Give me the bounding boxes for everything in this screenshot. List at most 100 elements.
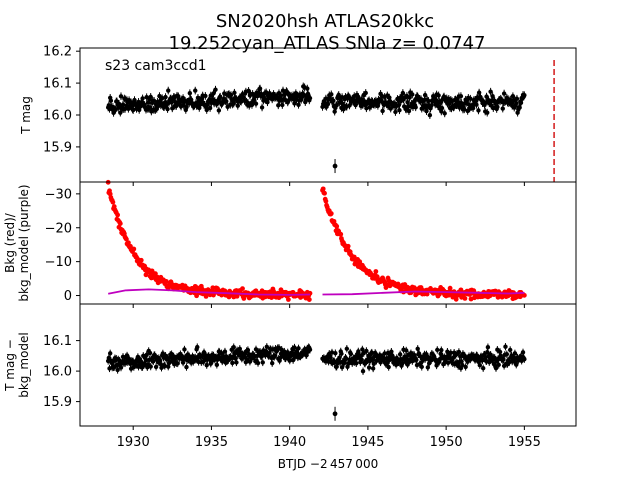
data-point xyxy=(305,86,310,91)
data-point xyxy=(514,96,520,101)
data-point xyxy=(359,357,364,363)
y-tick-label: 0 xyxy=(64,289,72,304)
data-point xyxy=(187,90,193,96)
data-point xyxy=(144,352,149,358)
panel-bottom: 15.9 16.0 16.1 T mag − bkg_model 1930 1935 1940… xyxy=(3,303,577,450)
data-point xyxy=(165,355,170,361)
data-point xyxy=(180,360,186,365)
bkg-point xyxy=(320,186,326,192)
data-point xyxy=(166,88,171,93)
data-point xyxy=(386,364,391,370)
data-point xyxy=(230,360,235,366)
data-point xyxy=(270,360,275,366)
data-point xyxy=(463,364,468,370)
data-point xyxy=(476,108,481,113)
data-point xyxy=(493,365,499,371)
data-point xyxy=(287,358,292,363)
data-point xyxy=(204,362,209,368)
data-point xyxy=(163,94,168,100)
bkg-point xyxy=(334,223,340,229)
data-point xyxy=(385,350,391,356)
data-point xyxy=(238,99,244,104)
data-point xyxy=(503,344,508,349)
data-point xyxy=(343,356,349,361)
bkg-point xyxy=(322,190,327,196)
x-axis-label: BTJD −2 457 000 xyxy=(278,457,378,471)
panel-frame xyxy=(79,303,577,427)
y-tick-label: 16.1 xyxy=(43,334,72,349)
bkg-point xyxy=(241,296,247,301)
data-point xyxy=(219,351,224,356)
data-point xyxy=(216,108,222,113)
data-point xyxy=(195,344,200,350)
data-point xyxy=(438,100,443,105)
x-tick-label: 1940 xyxy=(273,435,306,450)
data-point xyxy=(232,90,237,95)
data-point xyxy=(497,349,503,355)
data-point xyxy=(396,102,402,108)
y-axis-label: bkg_model (purple) xyxy=(17,184,31,301)
annotation-sector: s23 cam3ccd1 xyxy=(105,58,207,74)
bkg-point xyxy=(240,286,245,292)
y-tick-label: 16.0 xyxy=(43,109,72,124)
bkg-point xyxy=(110,199,116,205)
data-point xyxy=(260,360,265,365)
y-tick-label: 15.9 xyxy=(43,395,72,410)
data-point xyxy=(264,344,270,350)
x-tick-label: 1950 xyxy=(430,435,463,450)
y-tick-label: 16.0 xyxy=(43,365,72,380)
data-point xyxy=(504,352,510,357)
data-point xyxy=(495,104,500,110)
data-point xyxy=(366,365,372,370)
bkg-point xyxy=(194,293,199,299)
bkg-point xyxy=(143,272,149,278)
data-point xyxy=(232,350,237,356)
data-point xyxy=(143,357,149,363)
bkg-point xyxy=(338,231,344,237)
data-point xyxy=(522,93,527,98)
data-point xyxy=(184,364,189,370)
data-point xyxy=(182,347,187,352)
data-point xyxy=(339,351,344,356)
x-tick-label: 1945 xyxy=(351,435,384,450)
x-tick-label: 1955 xyxy=(508,435,541,450)
data-point xyxy=(201,350,207,355)
data-point xyxy=(207,105,213,111)
data-point xyxy=(512,351,518,356)
data-point xyxy=(204,107,209,113)
data-point xyxy=(514,101,519,106)
data-point xyxy=(422,92,428,98)
data-point xyxy=(414,357,419,363)
data-point xyxy=(490,94,495,99)
data-point xyxy=(130,107,136,113)
data-point xyxy=(211,91,216,96)
data-point xyxy=(153,364,159,370)
data-point xyxy=(360,369,366,374)
data-point xyxy=(259,105,265,110)
data-point xyxy=(184,105,189,110)
data-point xyxy=(397,108,402,113)
data-point xyxy=(382,351,387,356)
data-point xyxy=(480,365,486,371)
data-point xyxy=(448,350,453,356)
data-point xyxy=(115,367,120,373)
data-point xyxy=(522,356,527,362)
data-point xyxy=(364,348,369,354)
x-tick-label: 1930 xyxy=(117,435,150,450)
y-tick-label: 15.9 xyxy=(43,140,72,155)
data-point xyxy=(235,103,240,108)
data-point xyxy=(354,361,359,366)
bkg-point xyxy=(424,291,430,297)
y-tick-label: −10 xyxy=(45,255,72,270)
data-point xyxy=(436,93,441,98)
data-point xyxy=(348,351,354,357)
bkg-point xyxy=(462,295,468,301)
data-point xyxy=(263,90,269,95)
data-point xyxy=(118,365,124,370)
data-point xyxy=(507,347,513,353)
bkg-point xyxy=(123,236,129,242)
data-point xyxy=(369,350,375,355)
data-point xyxy=(151,98,157,104)
bkg-point xyxy=(131,246,137,252)
